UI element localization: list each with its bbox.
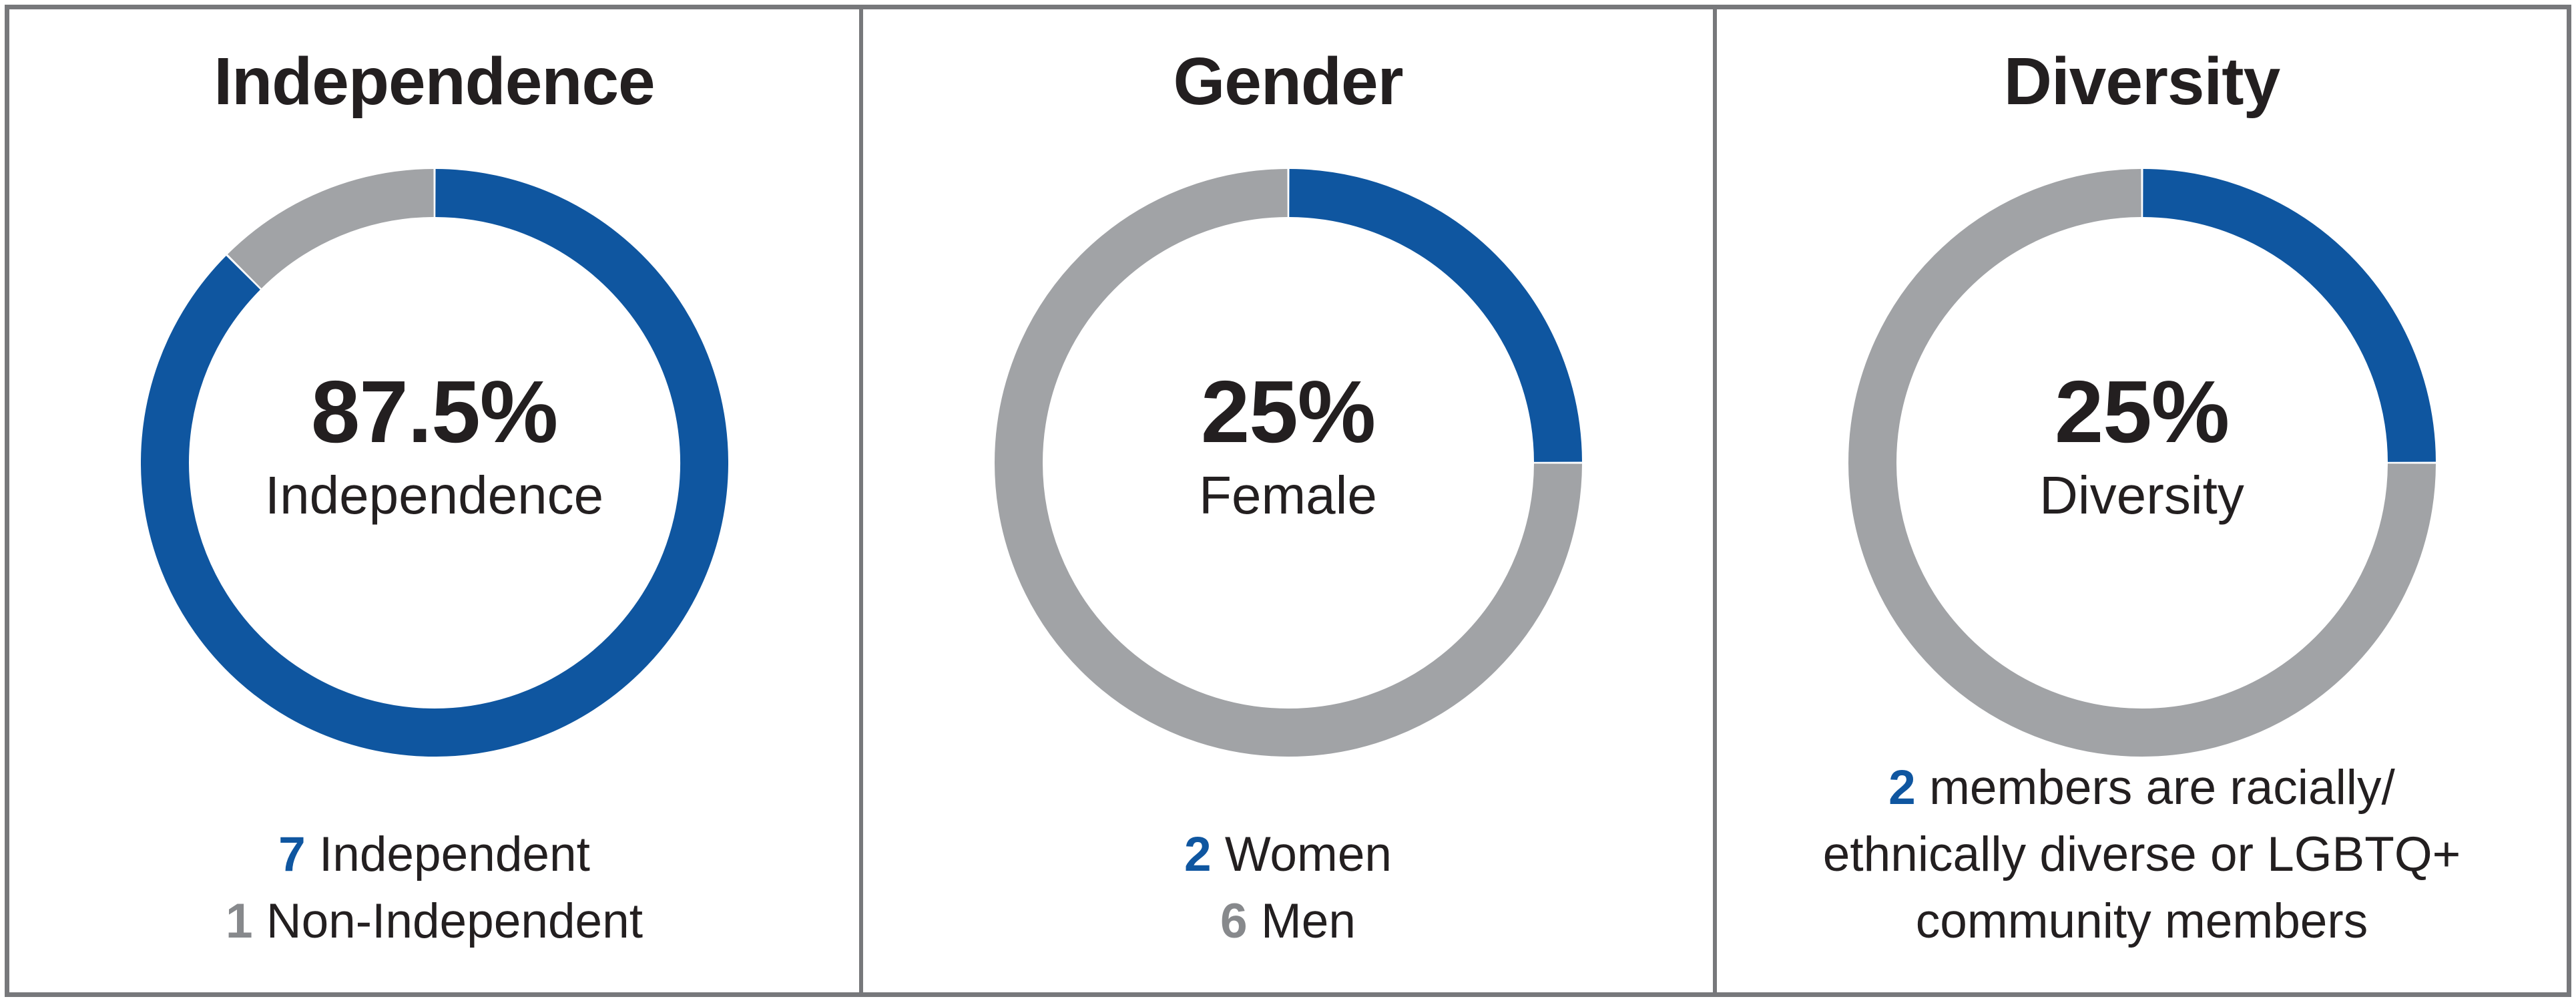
donut-chart-gender <box>994 169 1582 757</box>
caption-text: members are racially/ <box>1915 761 2395 815</box>
caption-line: ethnically diverse or LGBTQ+ <box>1717 821 2567 888</box>
donut-segment <box>1848 169 2436 757</box>
caption-number: 7 <box>278 827 306 881</box>
panel-title-diversity: Diversity <box>2003 44 2280 119</box>
panel-independence: Independence 87.5% Independence 7 Indepe… <box>9 9 859 992</box>
caption-text: Independent <box>305 827 590 881</box>
donut-chart-independence <box>140 169 728 757</box>
caption-number: 2 <box>1184 827 1212 881</box>
donut-gender: 25% Female <box>994 169 1582 757</box>
caption-line: 7 Independent <box>9 821 859 888</box>
donut-independence: 87.5% Independence <box>140 169 728 757</box>
caption-number: 1 <box>225 894 253 948</box>
caption-line: 1 Non-Independent <box>9 888 859 955</box>
panel-title-independence: Independence <box>214 44 655 119</box>
caption-text: Women <box>1211 827 1392 881</box>
caption-text: Non-Independent <box>252 894 643 948</box>
caption-line: 6 Men <box>863 888 1713 955</box>
caption-line: 2 Women <box>863 821 1713 888</box>
panel-title-gender: Gender <box>1173 44 1403 119</box>
caption-text: community members <box>1915 894 2368 948</box>
caption-line: community members <box>1717 888 2567 955</box>
donut-segment-non-independent <box>227 169 434 289</box>
caption-line: 2 members are racially/ <box>1717 755 2567 821</box>
donut-segment-women <box>1288 169 1582 462</box>
caption-number: 6 <box>1220 894 1248 948</box>
panel-diversity: Diversity 25% Diversity 2 members are ra… <box>1713 9 2567 992</box>
donut-segment-members-are-racially-ethnically-diverse-or-lgbtq-community-members <box>2142 169 2436 462</box>
caption-number: 2 <box>1888 761 1916 815</box>
caption-diversity: 2 members are racially/ ethnically diver… <box>1717 755 2567 955</box>
caption-text: Men <box>1247 894 1356 948</box>
caption-text: ethnically diverse or LGBTQ+ <box>1822 827 2461 881</box>
donut-diversity: 25% Diversity <box>1848 169 2436 757</box>
caption-independence: 7 Independent 1 Non-Independent <box>9 821 859 955</box>
outer-frame: Independence 87.5% Independence 7 Indepe… <box>5 5 2571 997</box>
panel-gender: Gender 25% Female 2 Women 6 Men <box>859 9 1713 992</box>
caption-gender: 2 Women 6 Men <box>863 821 1713 955</box>
donut-segment-independent <box>140 169 728 757</box>
donut-chart-diversity <box>1848 169 2436 757</box>
donut-segment-men <box>994 169 1582 757</box>
